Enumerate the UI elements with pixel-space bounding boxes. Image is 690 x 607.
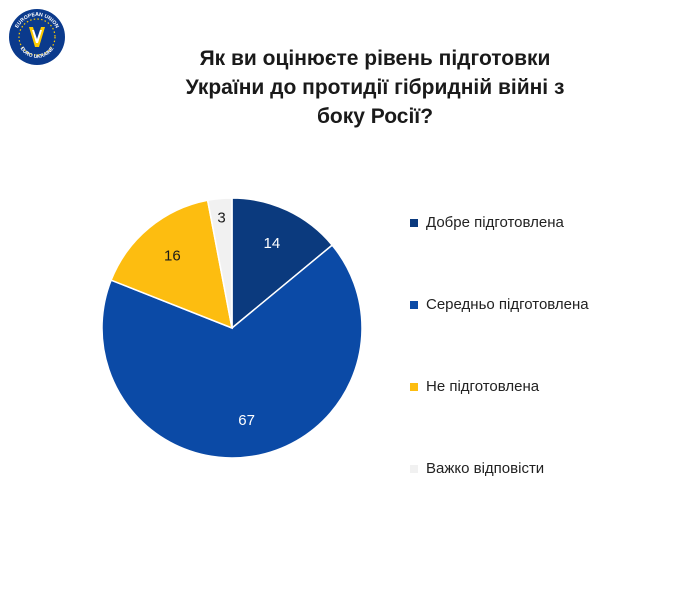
pie-label-hard-to-say: 3	[217, 209, 225, 226]
eurointegration-logo-icon: EUROPEAN UNION EURO UKRAINE	[9, 9, 65, 65]
chart-title-line-2: України до протидії гібридній війні з	[185, 76, 565, 99]
pie-label-well-prepared: 14	[264, 235, 281, 252]
legend-label-moderately-prepared: Середньо підготовлена	[426, 296, 589, 313]
legend-item-well-prepared: Добре підготовлена	[410, 214, 564, 231]
pie-slice-moderately-prepared	[101, 244, 363, 459]
legend-swatch-well-prepared	[410, 218, 418, 227]
legend-label-well-prepared: Добре підготовлена	[426, 214, 564, 231]
legend-swatch-not-prepared	[410, 382, 418, 391]
legend-item-not-prepared: Не підготовлена	[410, 378, 539, 395]
pie-slice-well-prepared	[231, 197, 334, 330]
legend-item-moderately-prepared: Середньо підготовлена	[410, 296, 589, 313]
legend-label-not-prepared: Не підготовлена	[426, 378, 540, 395]
legend-swatch-moderately-prepared	[410, 300, 418, 309]
pie-label-not-prepared: 16	[164, 247, 181, 264]
pie-label-moderately-prepared: 67	[238, 412, 255, 429]
legend-label-hard-to-say: Важко відповісти	[426, 460, 545, 477]
legend-swatch-hard-to-say	[410, 464, 418, 473]
chart-title-line-1: Як ви оцінюєте рівень підготовки	[199, 47, 551, 70]
chart-title-line-3: боку Росії?	[316, 105, 434, 128]
pie-slice-not-prepared	[110, 199, 233, 330]
legend-item-hard-to-say: Важко відповісти	[410, 460, 544, 477]
pie-slice-hard-to-say	[206, 197, 233, 329]
chart-title: Як ви оцінюєте рівень підготовки України…	[120, 44, 630, 131]
